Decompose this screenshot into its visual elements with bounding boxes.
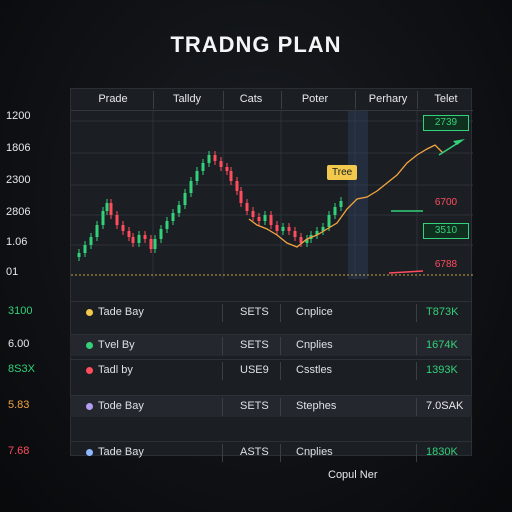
row-name: Tode Bay bbox=[98, 400, 144, 412]
table-row[interactable]: Tade Bay SETS Cnplice T873K bbox=[70, 301, 472, 323]
page-title: TRADNG PLAN bbox=[170, 32, 342, 57]
row-value: 1393K bbox=[426, 364, 458, 376]
price-chart[interactable]: Tree 2739 6700 3510 6788 bbox=[71, 111, 473, 279]
row-type: Csstles bbox=[296, 364, 333, 376]
row-name: Tade Bay bbox=[98, 306, 144, 318]
y-axis-label: 1806 bbox=[6, 142, 31, 154]
row-type: Cnplice bbox=[296, 306, 333, 318]
price-chart-svg bbox=[71, 111, 473, 279]
row-type: Cnplies bbox=[296, 446, 333, 458]
y-axis-label: 01 bbox=[6, 266, 19, 278]
row-value: 1830K bbox=[426, 446, 458, 458]
y-axis-label: 2806 bbox=[6, 206, 31, 218]
trend-line bbox=[248, 144, 444, 248]
row-left-value: 5.83 bbox=[8, 399, 30, 411]
row-code: SETS bbox=[240, 339, 269, 351]
y-axis-label: 2300 bbox=[6, 174, 31, 186]
tree-label: Tree bbox=[327, 165, 358, 180]
price-tag-1: 2739 bbox=[423, 115, 469, 131]
row-type: Cnplies bbox=[296, 339, 333, 351]
price-tag-3: 3510 bbox=[423, 223, 469, 239]
y-axis-label: 1200 bbox=[6, 110, 31, 122]
row-code: SETS bbox=[240, 400, 269, 412]
row-code: ASTS bbox=[240, 446, 269, 458]
column-header-cats[interactable]: Cats bbox=[239, 93, 263, 105]
y-axis-label: 1.06 bbox=[6, 236, 28, 248]
row-code: USE9 bbox=[240, 364, 269, 376]
status-dot-icon bbox=[86, 449, 93, 456]
column-header-row: Prade Talldy Cats Poter Perhary Telet bbox=[71, 89, 473, 111]
column-header-poter[interactable]: Poter bbox=[301, 93, 329, 105]
row-value: T873K bbox=[426, 306, 459, 318]
table-row[interactable]: Tvel By SETS Cnplies 1674K bbox=[70, 334, 472, 356]
price-tag-4: 6788 bbox=[434, 259, 458, 270]
column-header-perhary[interactable]: Perhary bbox=[368, 93, 408, 105]
table-row[interactable]: Tadl by USE9 Csstles 1393K bbox=[70, 359, 472, 381]
row-left-value: 6.00 bbox=[8, 338, 30, 350]
row-type: Stephes bbox=[296, 400, 337, 412]
trading-panel: Prade Talldy Cats Poter Perhary Telet bbox=[70, 88, 473, 456]
table-row[interactable]: Tode Bay SETS Stephes 7.0SAK bbox=[70, 395, 472, 417]
highlight-band bbox=[348, 111, 368, 279]
row-name: Tade Bay bbox=[98, 446, 144, 458]
row-left-value: 3100 bbox=[8, 305, 33, 317]
row-name: Tvel By bbox=[98, 339, 135, 351]
row-code: SETS bbox=[240, 306, 269, 318]
status-dot-icon bbox=[86, 342, 93, 349]
row-value: 7.0SAK bbox=[426, 400, 464, 412]
row-left-value: 7.68 bbox=[8, 445, 30, 457]
row-value: 1674K bbox=[426, 339, 458, 351]
status-dot-icon bbox=[86, 403, 93, 410]
column-header-telet[interactable]: Telet bbox=[434, 93, 458, 105]
status-dot-icon bbox=[86, 309, 93, 316]
table-row[interactable]: Tade Bay ASTS Cnplies 1830K bbox=[70, 441, 472, 463]
price-tag-2: 6700 bbox=[434, 197, 458, 208]
column-header-prade[interactable]: Prade bbox=[98, 93, 128, 105]
resistance-line bbox=[388, 270, 424, 274]
column-header-talldy[interactable]: Talldy bbox=[172, 93, 202, 105]
row-name: Tadl by bbox=[98, 364, 133, 376]
footer-label: Copul Ner bbox=[328, 469, 378, 481]
status-dot-icon bbox=[86, 367, 93, 374]
row-left-value: 8S3X bbox=[8, 363, 35, 375]
